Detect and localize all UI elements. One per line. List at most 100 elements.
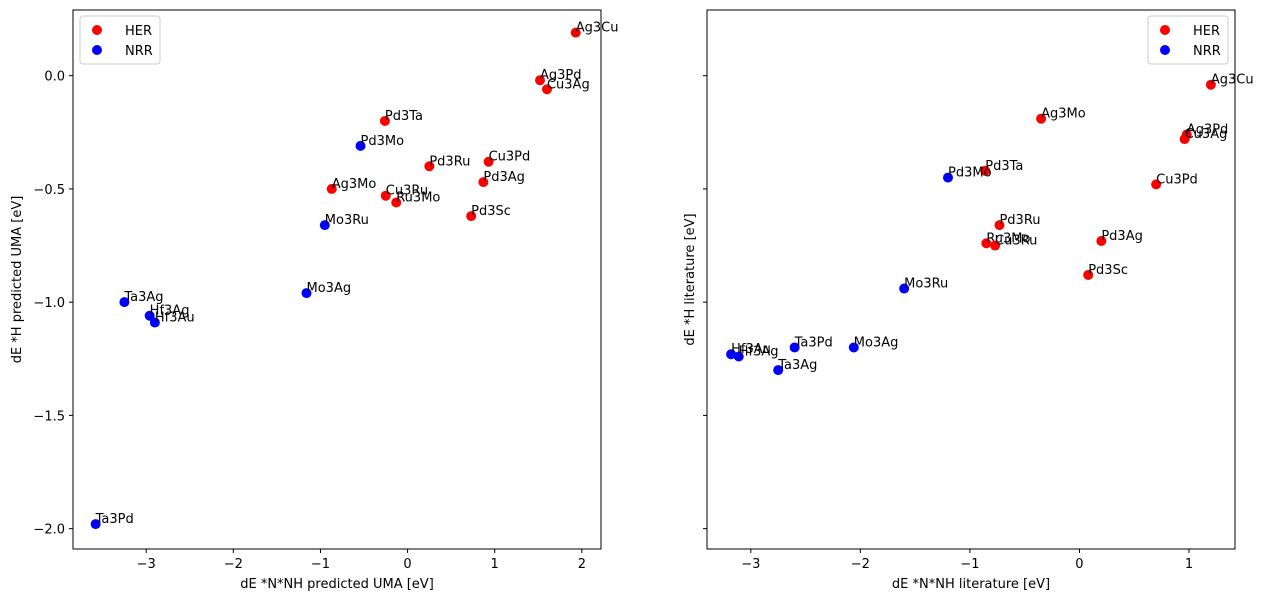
- point-label-ag3mo-right: Ag3Mo: [1041, 107, 1086, 122]
- point-her-pd3ta-right: [980, 165, 991, 176]
- x-tick-label-right: 1: [1185, 557, 1193, 572]
- point-label-hf3au-left: Hf3Au: [155, 311, 195, 326]
- point-nrr-hf3au-left: [149, 317, 160, 328]
- point-label-mo3ru-right: Mo3Ru: [904, 277, 948, 292]
- axes-frame-right: [706, 9, 1236, 550]
- point-her-ru3mo-right: [981, 238, 992, 249]
- point-label-hf3ag-left: Hf3Ag: [150, 304, 190, 319]
- legend-left: HER NRR: [79, 15, 161, 65]
- point-her-cu3ru-left: [380, 190, 391, 201]
- point-her-ag3mo-left: [326, 183, 337, 194]
- point-her-ag3cu-right: [1205, 79, 1216, 90]
- point-her-cu3pd-right: [1151, 179, 1162, 190]
- legend-marker-nrr-right: [1160, 45, 1170, 55]
- point-label-ru3mo-left: Ru3Mo: [396, 191, 440, 206]
- point-her-cu3pd-left: [483, 156, 494, 167]
- legend-right: HER NRR: [1147, 15, 1229, 65]
- legend-label-her-right: HER: [1193, 24, 1220, 39]
- point-label-cu3ru-left: Cu3Ru: [386, 184, 428, 199]
- point-nrr-mo3ag-left: [301, 288, 312, 299]
- point-label-mo3ag-right: Mo3Ag: [854, 335, 899, 350]
- point-nrr-ta3pd-left: [90, 519, 101, 530]
- point-label-ag3mo-left: Ag3Mo: [332, 177, 377, 192]
- point-label-mo3ag-left: Mo3Ag: [307, 281, 352, 296]
- point-label-pd3ru-left: Pd3Ru: [429, 154, 470, 169]
- legend-marker-her-right: [1160, 25, 1170, 35]
- y-tick-label-left: −1.5: [33, 409, 65, 424]
- point-her-cu3ru-right: [990, 240, 1001, 251]
- point-her-ag3cu-left: [570, 27, 581, 38]
- legend-label-nrr-right: NRR: [1193, 44, 1221, 59]
- point-her-cu3ag-right: [1179, 134, 1190, 145]
- point-label-ta3ag-right: Ta3Ag: [777, 358, 817, 373]
- point-her-pd3ta-left: [379, 115, 390, 126]
- panel-right: Ag3CuAg3MoAg3PdCu3AgPd3TaCu3PdPd3RuRu3Mo…: [683, 9, 1254, 592]
- legend-label-nrr-left: NRR: [125, 44, 153, 59]
- point-label-pd3ru-right: Pd3Ru: [999, 213, 1040, 228]
- point-label-ag3pd-right: Ag3Pd: [1187, 123, 1229, 138]
- point-nrr-ta3pd-right: [789, 342, 800, 353]
- x-tick-label-left: −2: [224, 557, 243, 572]
- x-tick-label-right: −3: [741, 557, 760, 572]
- point-nrr-hf3ag-right: [733, 351, 744, 362]
- legend-marker-her-left: [92, 25, 102, 35]
- point-nrr-hf3ag-left: [144, 310, 155, 321]
- x-tick-label-left: 1: [491, 557, 499, 572]
- point-nrr-hf3au-right: [726, 349, 737, 360]
- point-label-ag3cu-right: Ag3Cu: [1211, 73, 1254, 88]
- point-nrr-pd3mo-right: [942, 172, 953, 183]
- point-label-cu3ru-right: Cu3Ru: [995, 234, 1037, 249]
- x-tick-label-left: 0: [403, 557, 411, 572]
- y-axis-label-right: dE *H literature [eV]: [683, 213, 698, 345]
- point-her-pd3ag-right: [1096, 236, 1107, 246]
- legend-marker-nrr-left: [92, 45, 102, 55]
- point-her-ag3mo-right: [1036, 113, 1047, 124]
- point-label-ag3cu-left: Ag3Cu: [576, 21, 619, 36]
- point-label-cu3pd-left: Cu3Pd: [489, 150, 531, 165]
- point-label-ta3pd-left: Ta3Pd: [95, 512, 134, 527]
- data-marks-right: Ag3CuAg3MoAg3PdCu3AgPd3TaCu3PdPd3RuRu3Mo…: [726, 73, 1254, 376]
- y-tick-label-left: 0.0: [44, 70, 65, 85]
- point-label-ta3ag-left: Ta3Ag: [123, 290, 163, 305]
- point-label-cu3pd-right: Cu3Pd: [1156, 172, 1198, 187]
- x-ticks-right: −3 −2 −1 0 1: [741, 549, 1193, 572]
- point-nrr-mo3ag-right: [848, 342, 859, 353]
- x-axis-label-right: dE *N*NH literature [eV]: [892, 577, 1050, 592]
- point-nrr-mo3ru-left: [319, 220, 330, 231]
- point-her-pd3sc-right: [1083, 269, 1094, 280]
- plot-area-left: [73, 10, 601, 549]
- x-axis-label-left: dE *N*NH predicted UMA [eV]: [240, 577, 434, 592]
- point-label-mo3ru-left: Mo3Ru: [325, 213, 369, 228]
- x-tick-label-left: −3: [137, 557, 156, 572]
- point-label-hf3ag-right: Hf3Ag: [739, 345, 779, 360]
- point-her-cu3ag-left: [541, 84, 552, 95]
- point-label-pd3mo-right: Pd3Mo: [948, 166, 992, 181]
- point-nrr-pd3mo-left: [355, 140, 366, 151]
- point-label-cu3ag-right: Cu3Ag: [1185, 127, 1228, 142]
- axes-frame-left: [72, 9, 602, 550]
- point-label-pd3ag-right: Pd3Ag: [1101, 229, 1143, 244]
- point-label-ag3pd-left: Ag3Pd: [540, 68, 582, 83]
- point-label-pd3sc-right: Pd3Sc: [1088, 263, 1128, 278]
- point-label-pd3mo-left: Pd3Mo: [361, 134, 405, 149]
- y-tick-label-left: −2.0: [33, 523, 65, 538]
- y-ticks-left: −2.0 −1.5 −1.0 −0.5 0.0: [33, 70, 73, 538]
- y-ticks-right: [703, 75, 707, 530]
- point-label-ta3pd-right: Ta3Pd: [794, 335, 833, 350]
- point-label-cu3ag-left: Cu3Ag: [547, 77, 590, 92]
- y-tick-label-left: −0.5: [33, 183, 65, 198]
- point-her-pd3sc-left: [466, 211, 477, 222]
- point-nrr-mo3ru-right: [899, 283, 910, 294]
- point-her-pd3ag-left: [478, 177, 489, 188]
- x-tick-label-left: −1: [311, 557, 330, 572]
- plot-area-right: [707, 10, 1235, 549]
- point-her-ag3pd-left: [535, 75, 546, 86]
- point-label-pd3ta-left: Pd3Ta: [385, 109, 423, 124]
- legend-label-her-left: HER: [125, 24, 152, 39]
- point-label-pd3ag-left: Pd3Ag: [483, 170, 525, 185]
- x-tick-label-right: −1: [960, 557, 979, 572]
- point-her-ru3mo-left: [391, 197, 402, 208]
